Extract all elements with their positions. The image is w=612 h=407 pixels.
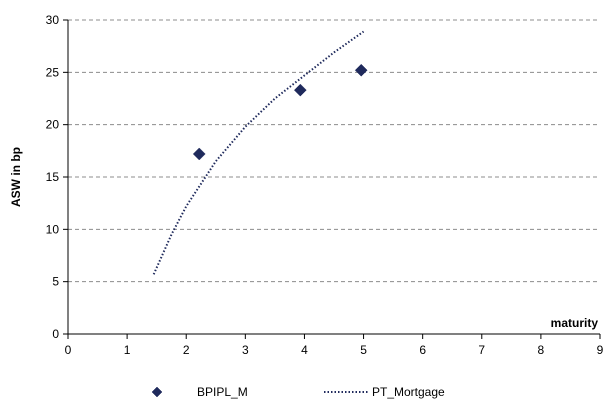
x-tick-label-0: 0 (65, 343, 72, 357)
x-tick-label-6: 6 (419, 343, 426, 357)
x-tick-label-7: 7 (478, 343, 485, 357)
y-tick-label-1: 5 (52, 275, 59, 289)
x-tick-label-2: 2 (183, 343, 190, 357)
y-tick-label-2: 10 (46, 222, 60, 236)
x-tick-label-5: 5 (360, 343, 367, 357)
y-tick-label-3: 15 (46, 170, 60, 184)
x-tick-label-9: 9 (597, 343, 604, 357)
y-tick-label-5: 25 (46, 65, 60, 79)
y-tick-label-6: 30 (46, 13, 60, 27)
x-tick-label-1: 1 (124, 343, 131, 357)
legend-label-PT_Mortgage: PT_Mortgage (372, 385, 445, 399)
data-point-BPIPL_M-0 (192, 147, 206, 161)
y-tick-label-0: 0 (52, 327, 59, 341)
series-line-PT_Mortgage (152, 30, 365, 275)
series (152, 30, 368, 275)
x-tick-label-8: 8 (538, 343, 545, 357)
data-point-BPIPL_M-1 (293, 83, 307, 97)
axes (63, 19, 601, 339)
grid (68, 19, 600, 283)
legend-swatch-BPIPL_M (151, 386, 163, 398)
legend-label-BPIPL_M: BPIPL_M (197, 385, 248, 399)
x-tick-label-4: 4 (301, 343, 308, 357)
y-axis-title: ASW in bp (9, 147, 23, 207)
data-point-BPIPL_M-2 (354, 63, 368, 77)
legend: BPIPL_M PT_Mortgage (151, 385, 445, 399)
x-tick-label-3: 3 (242, 343, 249, 357)
tick-labels: 0 5 10 15 20 25 30 0 1 2 3 4 5 6 7 8 9 (46, 13, 604, 357)
x-axis-title: maturity (551, 316, 599, 330)
y-tick-label-4: 20 (46, 118, 60, 132)
